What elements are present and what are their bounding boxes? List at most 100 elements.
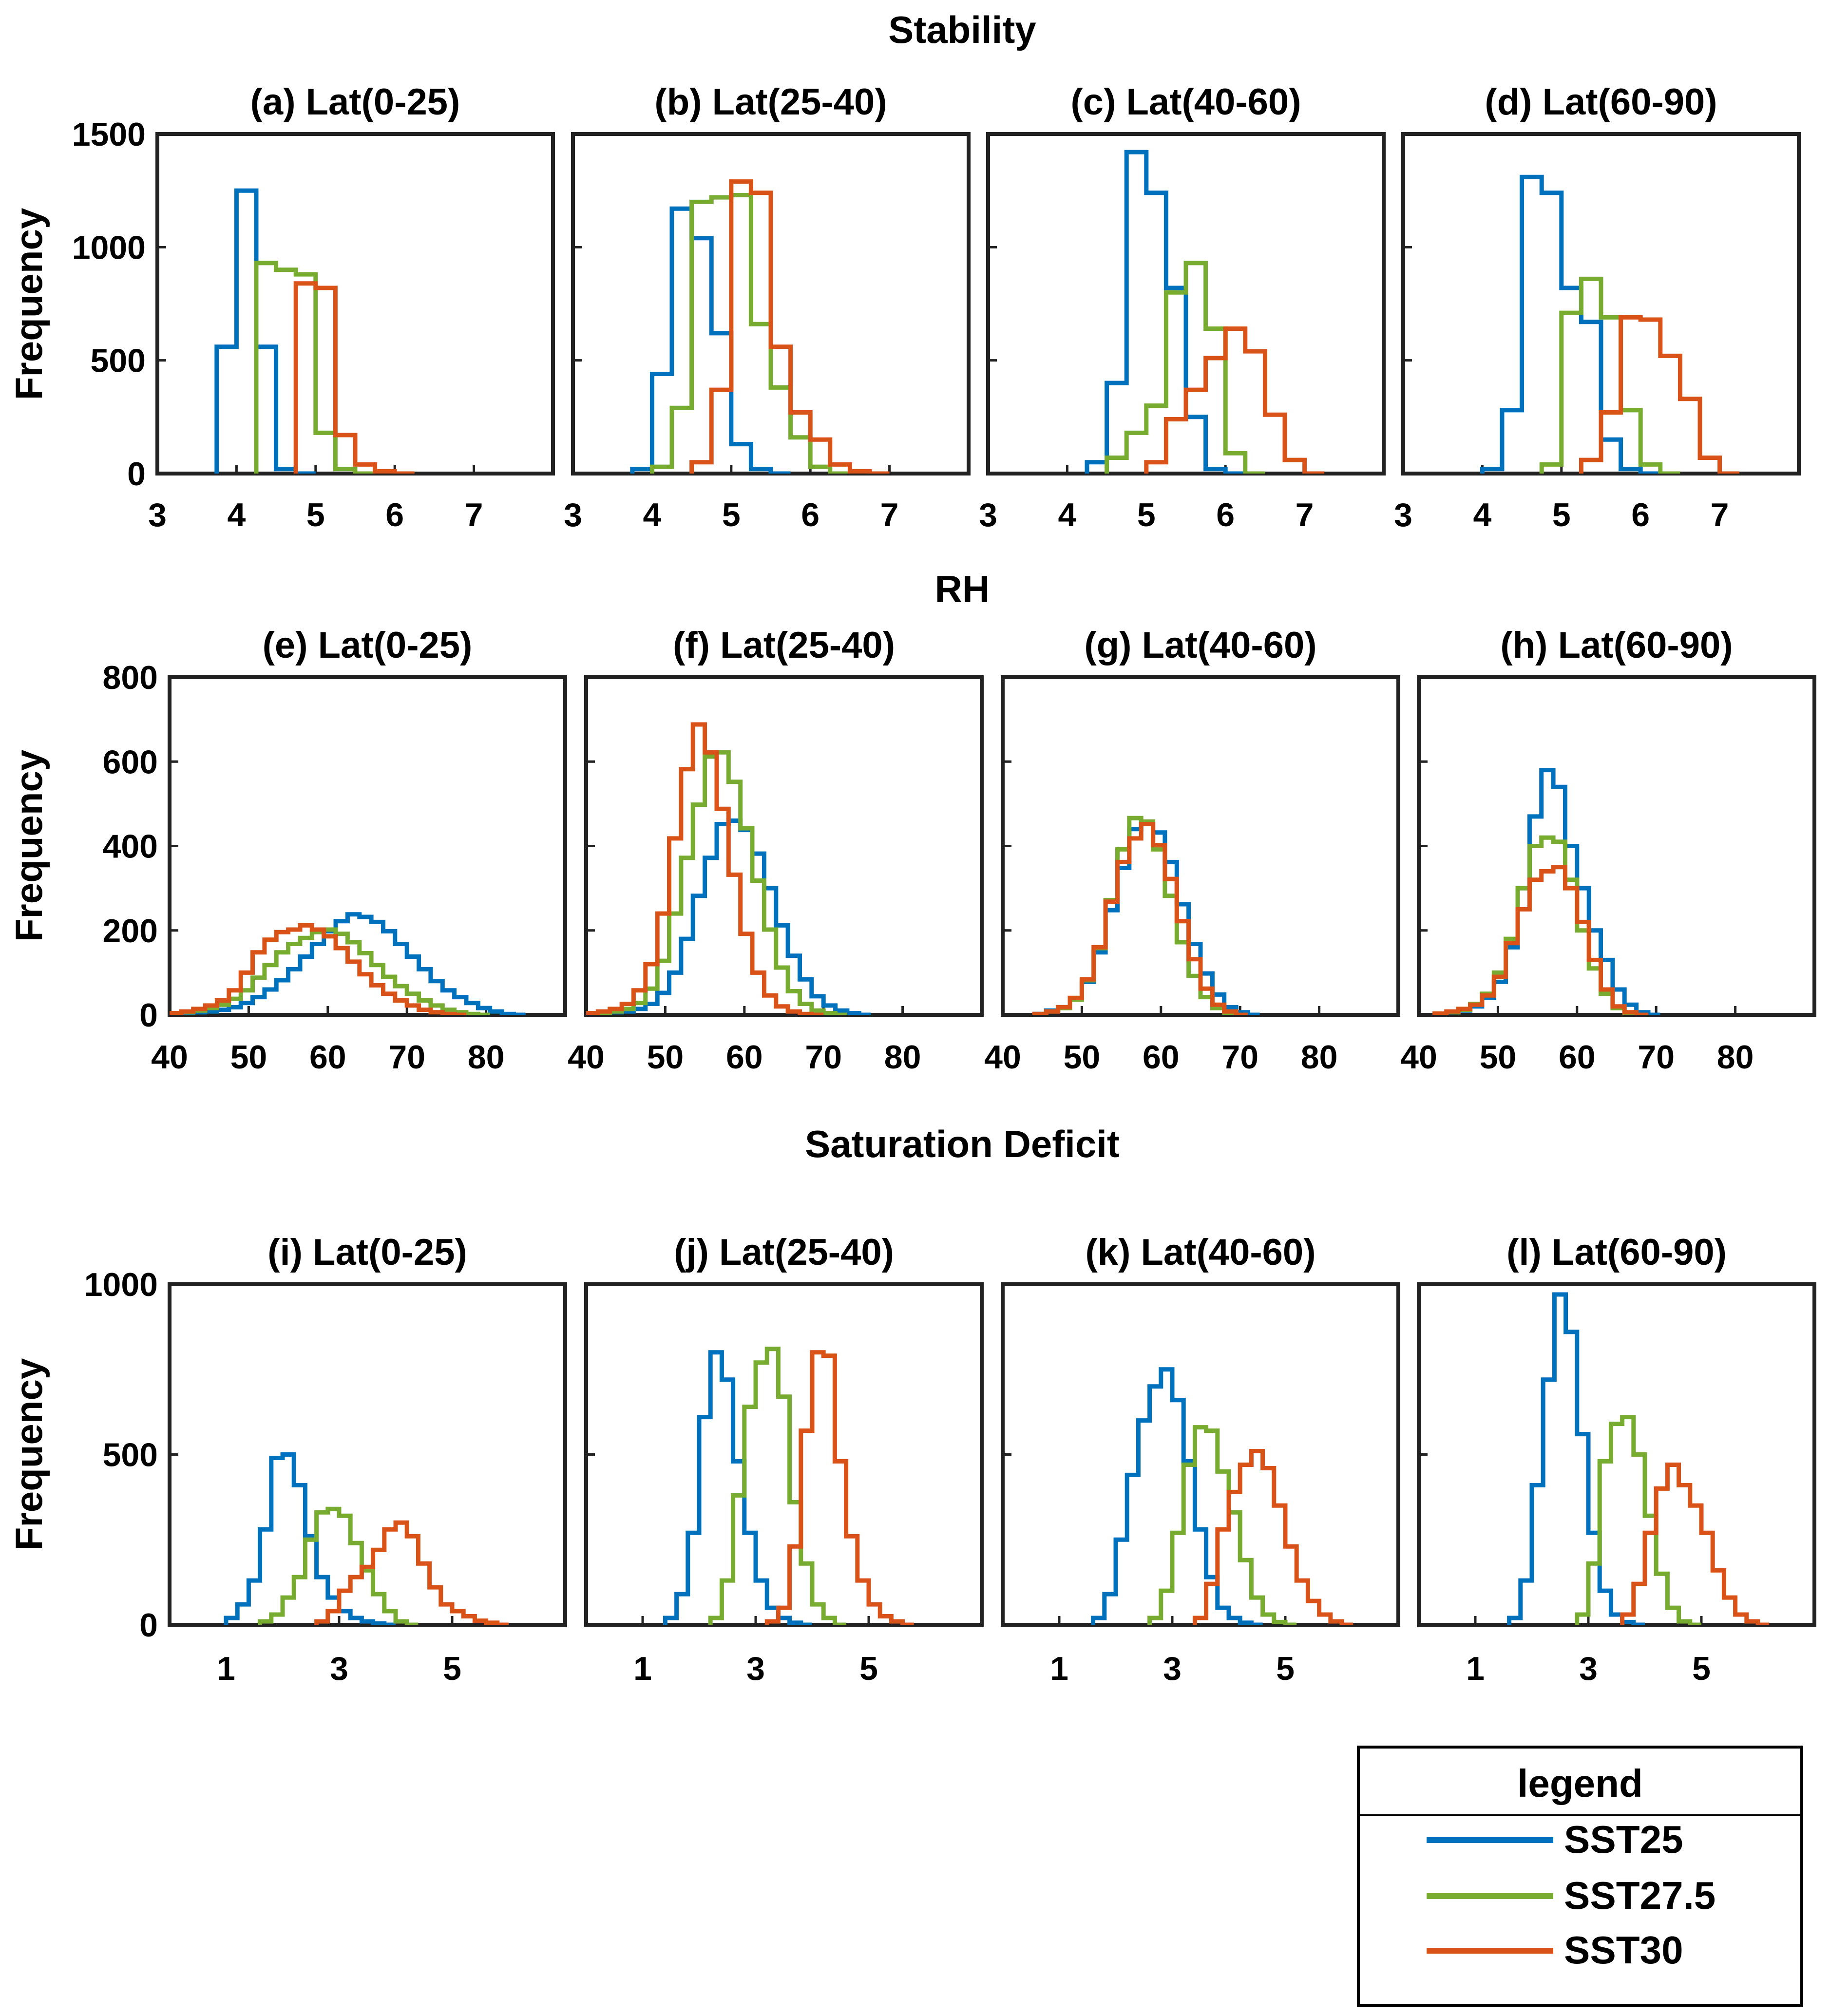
legend-label-sst30: SST30	[1564, 1928, 1683, 1972]
y-axis-label: Frequency	[7, 1358, 50, 1550]
series-sst30-histogram	[586, 722, 824, 1015]
y-tick-label: 200	[103, 913, 158, 950]
x-tick-label: 1	[633, 1650, 652, 1687]
plot-frame	[1417, 675, 1816, 1017]
series-sst27-5-histogram	[1105, 261, 1265, 474]
panel-j-lat-25-40: (j) Lat(25-40) 1 3 5	[584, 1232, 984, 1687]
legend: legend SST25 SST27.5 SST30	[1357, 1746, 1803, 2007]
y-tick-label: 600	[103, 743, 158, 780]
panel-i-lat-0-25: (i) Lat(0-25) 1 3 5 0 500 1000	[84, 1232, 567, 1687]
y-tick-label: 0	[139, 1607, 158, 1644]
x-tick-label: 40	[568, 1039, 605, 1076]
x-tick-label: 1	[217, 1650, 235, 1687]
row-title: Saturation Deficit	[805, 1122, 1120, 1165]
panel-title: (d) Lat(60-90)	[1485, 81, 1717, 123]
x-tick-label: 3	[1579, 1650, 1598, 1687]
x-tick-label: 7	[1296, 496, 1314, 533]
series-sst25-histogram	[224, 1452, 396, 1625]
plot-frame	[168, 675, 567, 1017]
x-tick-label: 80	[884, 1039, 921, 1076]
panel-title: (f) Lat(25-40)	[673, 625, 895, 666]
panel-title: (k) Lat(40-60)	[1086, 1232, 1316, 1273]
y-tick-label: 1500	[72, 116, 146, 153]
y-tick-label: 500	[103, 1437, 158, 1474]
x-tick-label: 3	[330, 1650, 348, 1687]
y-tick-label: 800	[103, 659, 158, 696]
series-sst30-histogram	[314, 1520, 509, 1625]
panel-l-lat-60-90: (l) Lat(60-90) 1 3 5	[1417, 1232, 1816, 1687]
x-tick-label: 40	[1400, 1039, 1437, 1076]
x-tick-label: 3	[746, 1650, 765, 1687]
x-tick-label: 40	[984, 1039, 1021, 1076]
x-tick-label: 60	[309, 1039, 346, 1076]
panel-title: (e) Lat(0-25)	[263, 625, 473, 666]
x-tick-label: 5	[722, 496, 741, 533]
x-tick-label: 4	[1473, 496, 1491, 533]
series-sst27-5-histogram	[258, 1506, 419, 1625]
series-sst30-histogram	[293, 281, 415, 474]
x-tick-label: 3	[1394, 496, 1412, 533]
panel-a-lat-0-25: (a) Lat(0-25) 3 4 5 6 7 0 500 1000 1500	[72, 81, 555, 533]
panel-title: (a) Lat(0-25)	[250, 81, 460, 123]
x-tick-label: 70	[1638, 1039, 1675, 1076]
legend-label-sst27-5: SST27.5	[1564, 1874, 1716, 1917]
x-tick-label: 80	[1717, 1039, 1754, 1076]
x-tick-label: 4	[1058, 496, 1076, 533]
row-title: Stability	[888, 8, 1036, 51]
series-sst25-histogram	[1480, 174, 1660, 474]
x-tick-label: 4	[227, 496, 246, 533]
series-sst27-5-histogram	[1147, 1425, 1297, 1625]
x-tick-label: 1	[1050, 1650, 1068, 1687]
x-tick-label: 50	[1480, 1039, 1517, 1076]
panel-title: (c) Lat(40-60)	[1071, 81, 1301, 123]
series-sst25-histogram	[1085, 150, 1245, 474]
x-tick-label: 3	[148, 496, 167, 533]
chart-row-stability: Stability Frequency (a) Lat(0-25) 3 4 5 6 7 0 500…	[7, 8, 1801, 533]
x-tick-label: 5	[306, 496, 325, 533]
x-tick-label: 70	[1221, 1039, 1258, 1076]
x-tick-label: 50	[230, 1039, 267, 1076]
panel-c-lat-40-60: (c) Lat(40-60) 3 4 5 6 7	[979, 81, 1386, 533]
plot-frame	[1001, 1282, 1400, 1627]
series-sst30-histogram	[764, 1350, 914, 1625]
x-tick-label: 7	[465, 496, 483, 533]
y-tick-label: 0	[139, 997, 158, 1034]
plot-frame	[168, 1282, 567, 1627]
series-sst25-histogram	[214, 188, 316, 474]
panel-d-lat-60-90: (d) Lat(60-90) 3 4 5 6 7	[1394, 81, 1801, 533]
series-sst25-histogram	[1091, 1367, 1263, 1625]
x-tick-label: 80	[468, 1039, 505, 1076]
x-tick-label: 5	[1552, 496, 1571, 533]
series-sst25-histogram	[1507, 1292, 1645, 1625]
x-tick-label: 5	[1137, 496, 1156, 533]
y-tick-label: 0	[127, 456, 146, 493]
x-tick-label: 5	[1276, 1650, 1295, 1687]
panel-title: (j) Lat(25-40)	[674, 1232, 894, 1273]
x-tick-label: 50	[647, 1039, 684, 1076]
x-tick-label: 7	[880, 496, 899, 533]
plot-frame	[1401, 132, 1801, 475]
legend-frame	[1357, 1746, 1803, 2007]
series-sst25-histogram	[1032, 822, 1260, 1015]
x-tick-label: 6	[1216, 496, 1235, 533]
panel-f-lat-25-40: (f) Lat(25-40) 40 50 60 70 80	[568, 625, 984, 1076]
series-sst30-histogram	[1579, 315, 1740, 474]
plot-frame	[986, 132, 1386, 475]
series-sst30-histogram	[689, 179, 890, 474]
x-tick-label: 50	[1064, 1039, 1101, 1076]
x-tick-label: 5	[443, 1650, 461, 1687]
x-tick-label: 3	[564, 496, 582, 533]
panel-title: (h) Lat(60-90)	[1500, 625, 1733, 666]
panel-h-lat-60-90: (h) Lat(60-90) 40 50 60 70 80	[1400, 625, 1816, 1076]
y-tick-label: 500	[91, 342, 146, 380]
x-tick-label: 70	[805, 1039, 842, 1076]
x-tick-label: 80	[1301, 1039, 1338, 1076]
series-sst27-5-histogram	[254, 261, 375, 474]
series-sst27-5-histogram	[649, 193, 850, 474]
y-tick-label: 400	[103, 828, 158, 865]
y-axis-label: Frequency	[7, 750, 50, 942]
x-tick-label: 3	[979, 496, 997, 533]
series-sst25-histogram	[630, 206, 791, 474]
